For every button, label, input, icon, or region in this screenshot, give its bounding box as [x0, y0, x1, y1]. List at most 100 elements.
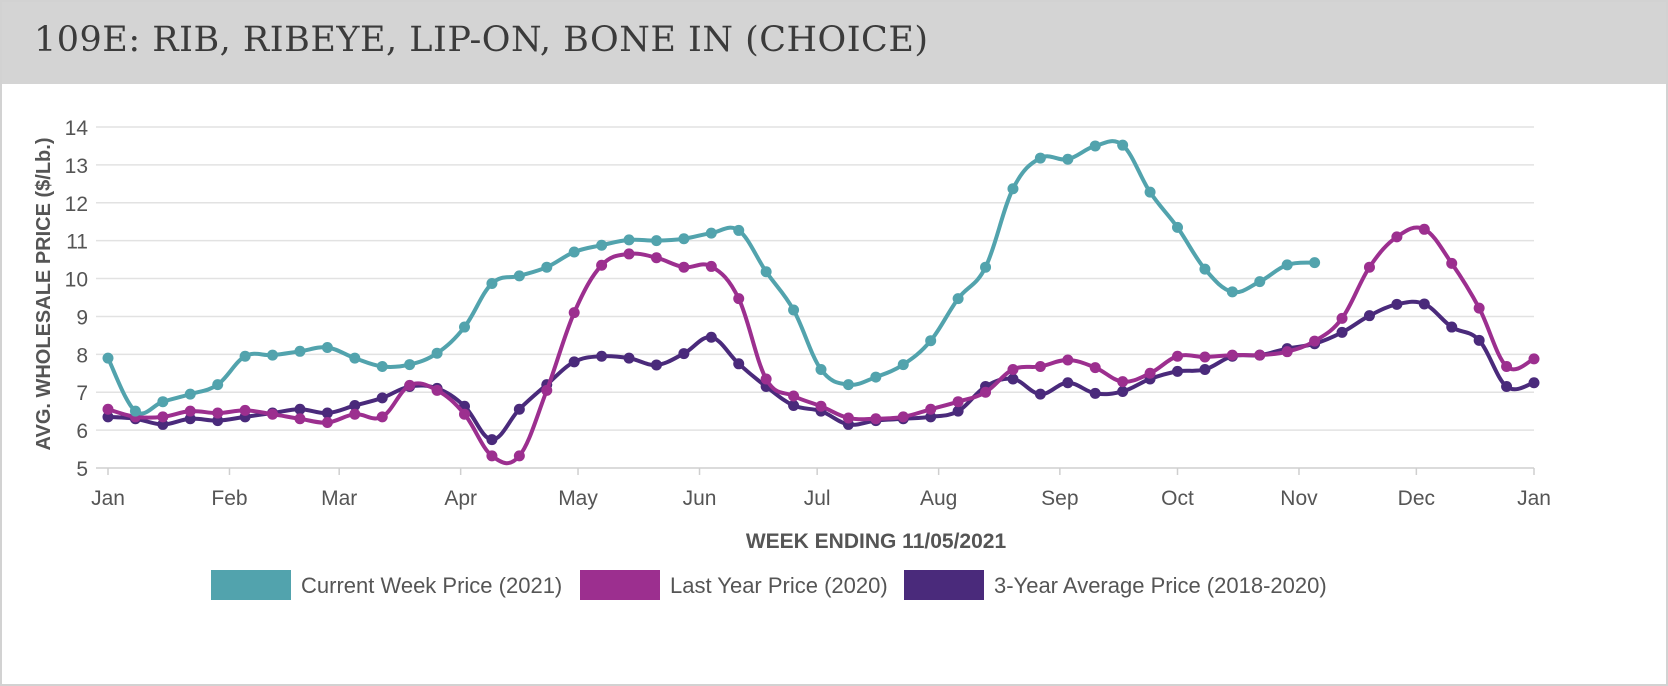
- data-point[interactable]: [870, 413, 882, 425]
- data-point[interactable]: [952, 405, 964, 417]
- data-point[interactable]: [678, 348, 690, 360]
- data-point[interactable]: [431, 347, 443, 359]
- data-point[interactable]: [568, 356, 580, 368]
- data-point[interactable]: [733, 293, 745, 305]
- data-point[interactable]: [321, 342, 333, 354]
- data-point[interactable]: [157, 396, 169, 408]
- data-point[interactable]: [1336, 326, 1348, 338]
- data-point[interactable]: [1034, 360, 1046, 372]
- data-point[interactable]: [1309, 335, 1321, 347]
- data-point[interactable]: [1172, 350, 1183, 362]
- data-point[interactable]: [1117, 385, 1129, 397]
- data-point[interactable]: [705, 260, 717, 272]
- data-point[interactable]: [129, 405, 141, 417]
- data-point[interactable]: [1254, 276, 1266, 288]
- data-point[interactable]: [513, 403, 525, 415]
- legend-label[interactable]: Current Week Price (2021): [301, 573, 562, 598]
- data-point[interactable]: [596, 259, 608, 271]
- data-point[interactable]: [212, 379, 224, 391]
- data-point[interactable]: [1528, 353, 1540, 365]
- data-point[interactable]: [870, 371, 882, 383]
- data-point[interactable]: [1089, 387, 1101, 399]
- data-point[interactable]: [733, 224, 745, 236]
- data-point[interactable]: [157, 411, 169, 423]
- data-point[interactable]: [788, 304, 800, 316]
- legend-label[interactable]: 3-Year Average Price (2018-2020): [994, 573, 1327, 598]
- data-point[interactable]: [1363, 310, 1375, 322]
- data-point[interactable]: [568, 307, 580, 319]
- data-point[interactable]: [102, 352, 114, 364]
- data-point[interactable]: [1446, 321, 1458, 333]
- data-point[interactable]: [1007, 363, 1019, 375]
- data-point[interactable]: [1062, 354, 1074, 366]
- data-point[interactable]: [815, 400, 827, 412]
- data-point[interactable]: [321, 417, 333, 429]
- data-point[interactable]: [1281, 346, 1293, 358]
- data-point[interactable]: [431, 384, 443, 396]
- data-point[interactable]: [486, 450, 498, 462]
- data-point[interactable]: [1226, 349, 1238, 361]
- data-point[interactable]: [1446, 257, 1458, 269]
- data-point[interactable]: [239, 404, 251, 416]
- data-point[interactable]: [980, 386, 992, 398]
- data-point[interactable]: [596, 350, 608, 362]
- data-point[interactable]: [980, 261, 992, 273]
- data-point[interactable]: [1254, 349, 1266, 361]
- data-point[interactable]: [349, 399, 361, 411]
- data-point[interactable]: [404, 359, 416, 371]
- data-point[interactable]: [650, 252, 662, 264]
- data-point[interactable]: [1117, 376, 1129, 388]
- data-point[interactable]: [513, 270, 525, 282]
- data-point[interactable]: [1226, 286, 1238, 298]
- data-point[interactable]: [897, 411, 909, 423]
- data-point[interactable]: [788, 399, 800, 411]
- data-point[interactable]: [952, 293, 964, 305]
- data-point[interactable]: [1089, 362, 1101, 374]
- data-point[interactable]: [1363, 261, 1375, 273]
- data-point[interactable]: [842, 379, 854, 391]
- data-point[interactable]: [184, 413, 196, 425]
- data-point[interactable]: [1391, 298, 1403, 310]
- data-point[interactable]: [349, 408, 361, 420]
- data-point[interactable]: [1199, 263, 1211, 275]
- data-point[interactable]: [842, 412, 854, 424]
- data-point[interactable]: [1501, 360, 1513, 372]
- data-point[interactable]: [102, 411, 114, 423]
- data-point[interactable]: [294, 413, 306, 425]
- data-point[interactable]: [1336, 312, 1348, 324]
- data-point[interactable]: [1034, 388, 1046, 400]
- data-point[interactable]: [1062, 377, 1074, 389]
- data-point[interactable]: [596, 239, 608, 251]
- data-point[interactable]: [1007, 373, 1019, 385]
- data-point[interactable]: [349, 352, 361, 364]
- data-point[interactable]: [212, 407, 224, 419]
- data-point[interactable]: [705, 331, 717, 343]
- data-point[interactable]: [513, 450, 525, 462]
- data-point[interactable]: [1144, 186, 1156, 198]
- data-point[interactable]: [459, 408, 470, 420]
- data-point[interactable]: [815, 363, 827, 375]
- data-point[interactable]: [705, 227, 717, 239]
- data-point[interactable]: [650, 359, 662, 371]
- data-point[interactable]: [1062, 153, 1074, 165]
- data-point[interactable]: [1199, 363, 1211, 375]
- data-point[interactable]: [102, 403, 114, 415]
- data-point[interactable]: [623, 352, 635, 364]
- data-point[interactable]: [1391, 231, 1403, 243]
- data-point[interactable]: [184, 405, 196, 417]
- data-point[interactable]: [760, 373, 772, 385]
- data-point[interactable]: [1418, 298, 1430, 310]
- data-point[interactable]: [267, 349, 279, 361]
- data-point[interactable]: [925, 411, 937, 423]
- data-point[interactable]: [239, 350, 251, 362]
- data-point[interactable]: [1034, 152, 1046, 164]
- data-point[interactable]: [1172, 365, 1183, 377]
- data-point[interactable]: [678, 261, 690, 273]
- data-point[interactable]: [897, 359, 909, 371]
- data-point[interactable]: [376, 392, 388, 404]
- data-point[interactable]: [623, 248, 635, 260]
- data-point[interactable]: [1528, 377, 1540, 389]
- data-point[interactable]: [1473, 302, 1485, 314]
- data-point[interactable]: [623, 234, 635, 246]
- data-point[interactable]: [459, 321, 470, 333]
